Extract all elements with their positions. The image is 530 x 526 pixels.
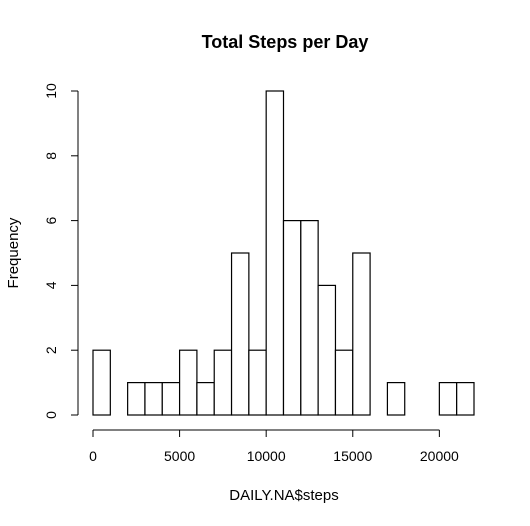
histogram-bar-5 bbox=[178, 349, 198, 416]
y-axis-label: Frequency bbox=[5, 217, 22, 288]
bars-group bbox=[92, 90, 475, 416]
x-tick-label-10000: 10000 bbox=[247, 448, 286, 464]
histogram-bar-10 bbox=[265, 90, 285, 416]
x-axis-label: DAILY.NA$steps bbox=[229, 487, 339, 504]
histogram-bar-9 bbox=[248, 349, 267, 416]
x-tick-label-20000: 20000 bbox=[420, 448, 459, 464]
histogram-bar-8 bbox=[230, 252, 250, 416]
x-tick-label-15000: 15000 bbox=[333, 448, 372, 464]
histogram-bar-14 bbox=[334, 349, 354, 416]
y-tick-label-10: 10 bbox=[43, 83, 59, 99]
histogram-bar-3 bbox=[144, 382, 163, 416]
histogram-bar-7 bbox=[213, 349, 233, 416]
histogram-bar-21 bbox=[456, 382, 475, 416]
histogram-bar-12 bbox=[300, 220, 319, 416]
y-tick-label-2: 2 bbox=[43, 346, 59, 354]
y-axis: 0 2 4 6 8 10 bbox=[43, 83, 79, 419]
histogram-bar-11 bbox=[282, 220, 302, 416]
y-tick-label-0: 0 bbox=[43, 411, 59, 419]
histogram-bar-20 bbox=[438, 382, 458, 416]
histogram-bar-4 bbox=[161, 382, 181, 416]
y-tick-label-8: 8 bbox=[43, 152, 59, 160]
histogram-bar-0 bbox=[92, 349, 111, 416]
histogram-bar-17 bbox=[386, 382, 406, 416]
x-tick-label-5000: 5000 bbox=[164, 448, 195, 464]
x-tick-label-0: 0 bbox=[89, 448, 97, 464]
y-tick-label-4: 4 bbox=[43, 281, 59, 289]
histogram-bar-13 bbox=[317, 284, 337, 416]
histogram-bar-2 bbox=[127, 382, 146, 416]
x-axis: 0 5000 10000 15000 20000 bbox=[89, 429, 459, 464]
histogram-bar-15 bbox=[352, 252, 371, 416]
y-tick-label-6: 6 bbox=[43, 216, 59, 224]
chart-title: Total Steps per Day bbox=[202, 32, 369, 52]
histogram-bar-6 bbox=[196, 382, 215, 416]
